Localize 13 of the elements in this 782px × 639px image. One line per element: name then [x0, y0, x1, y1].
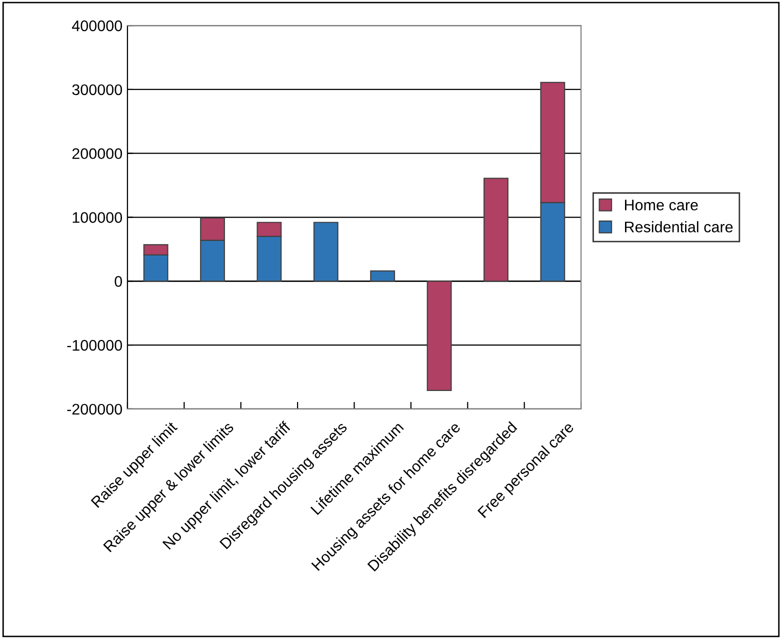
- bar: [313, 222, 338, 282]
- legend-label: Home care: [625, 200, 698, 210]
- legend-label: Residential care: [625, 221, 733, 232]
- y-tick-label: 400000: [72, 20, 122, 32]
- y-tick-label: 300000: [72, 84, 122, 96]
- y-tick-label: 100000: [72, 212, 122, 223]
- y-tick-label: 0: [114, 276, 122, 287]
- bar: [370, 270, 396, 282]
- y-tick-label: -100000: [67, 340, 122, 351]
- y-tick-label: 200000: [72, 148, 122, 160]
- bar: [484, 178, 508, 282]
- bar: [426, 280, 452, 391]
- y-tick-label: -200000: [67, 404, 122, 415]
